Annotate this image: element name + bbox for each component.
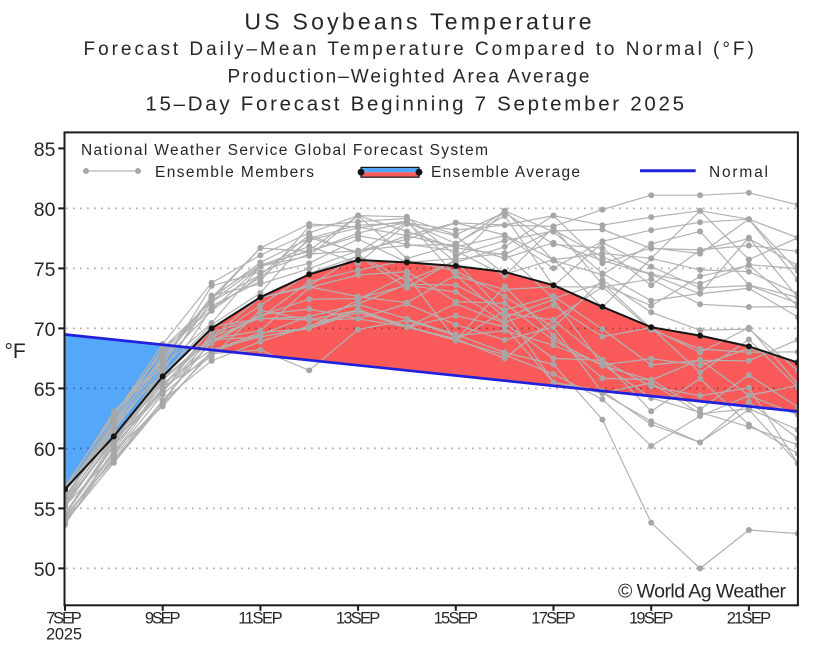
svg-text:National Weather Service Globa: National Weather Service Global Forecast…	[81, 142, 488, 159]
svg-text:80: 80	[34, 199, 56, 221]
svg-text:75: 75	[34, 259, 56, 281]
svg-text:17SEP: 17SEP	[531, 610, 575, 628]
svg-text:85: 85	[34, 139, 56, 161]
svg-text:°F: °F	[5, 340, 26, 363]
svg-text:55: 55	[34, 499, 56, 521]
svg-text:7SEP: 7SEP	[46, 610, 82, 628]
svg-text:2025: 2025	[46, 626, 82, 644]
svg-text:Ensemble Average: Ensemble Average	[431, 164, 580, 181]
svg-text:Production–Weighted Area Avera: Production–Weighted Area Average	[228, 67, 590, 88]
svg-text:9SEP: 9SEP	[145, 610, 181, 628]
svg-text:11SEP: 11SEP	[238, 610, 282, 628]
svg-text:19SEP: 19SEP	[629, 610, 673, 628]
svg-text:Normal: Normal	[709, 164, 768, 181]
svg-text:60: 60	[34, 439, 56, 461]
svg-text:21SEP: 21SEP	[727, 610, 771, 628]
svg-text:13SEP: 13SEP	[336, 610, 380, 628]
svg-text:70: 70	[34, 319, 56, 341]
svg-text:65: 65	[34, 379, 56, 401]
svg-text:Ensemble Members: Ensemble Members	[155, 164, 314, 181]
svg-text:15SEP: 15SEP	[434, 610, 478, 628]
svg-text:© World Ag Weather: © World Ag Weather	[618, 581, 787, 603]
svg-text:50: 50	[34, 559, 56, 581]
